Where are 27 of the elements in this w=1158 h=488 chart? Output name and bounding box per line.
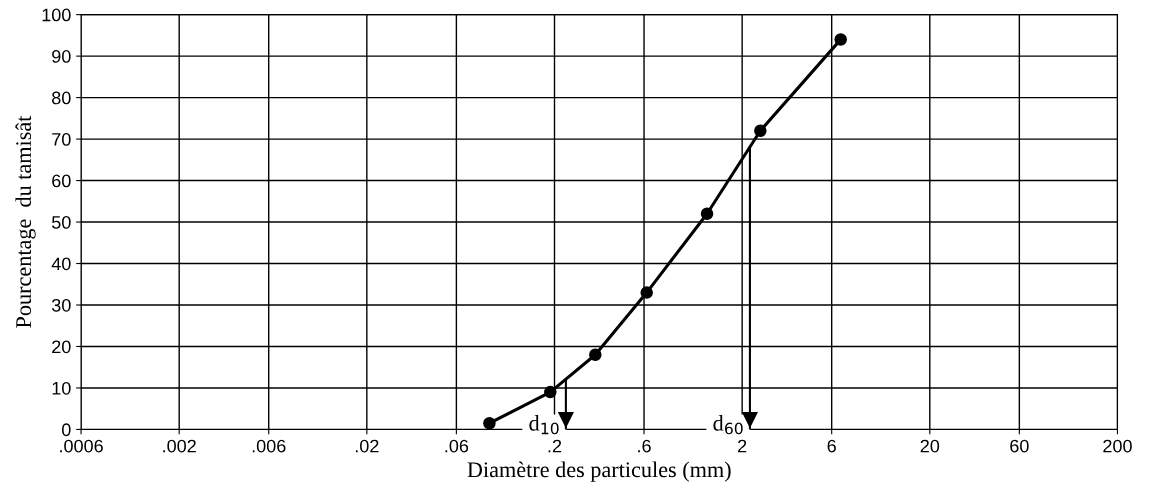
ref-line-label: d$_{10}$ [529,415,559,435]
x-axis-title: Diamètre des particules (mm) [467,461,731,482]
x-tick-label: 60 [1010,439,1029,453]
y-tick-label: 50 [51,215,71,229]
y-tick-label: 100 [42,8,71,22]
x-tick-label: .06 [445,439,469,453]
x-tick-label: .02 [355,439,379,453]
y-tick-label: 10 [52,381,71,395]
y-tick-label: 30 [51,298,71,312]
x-tick-label: .6 [638,439,651,453]
x-tick-label: 2 [738,439,747,453]
x-tick-label: 20 [920,439,940,453]
y-tick-label: 20 [52,340,71,354]
y-tick-label: 0 [62,423,71,437]
y-tick-label: 60 [52,174,71,188]
y-axis-title: Pourcentage du tamisât [15,115,36,328]
x-tick-label: .002 [163,439,196,453]
x-tick-label: 6 [827,439,836,453]
y-tick-label: 70 [52,133,71,146]
x-tick-label: .006 [252,439,286,453]
y-tick-label: 80 [52,91,71,105]
y-tick-label: 90 [52,50,71,63]
x-tick-label: .0006 [60,439,103,453]
x-tick-label: .2 [548,439,562,453]
y-tick-label: 40 [51,257,71,271]
ref-line-label: d$_{60}$ [713,415,743,435]
x-tick-label: 200 [1103,439,1132,453]
